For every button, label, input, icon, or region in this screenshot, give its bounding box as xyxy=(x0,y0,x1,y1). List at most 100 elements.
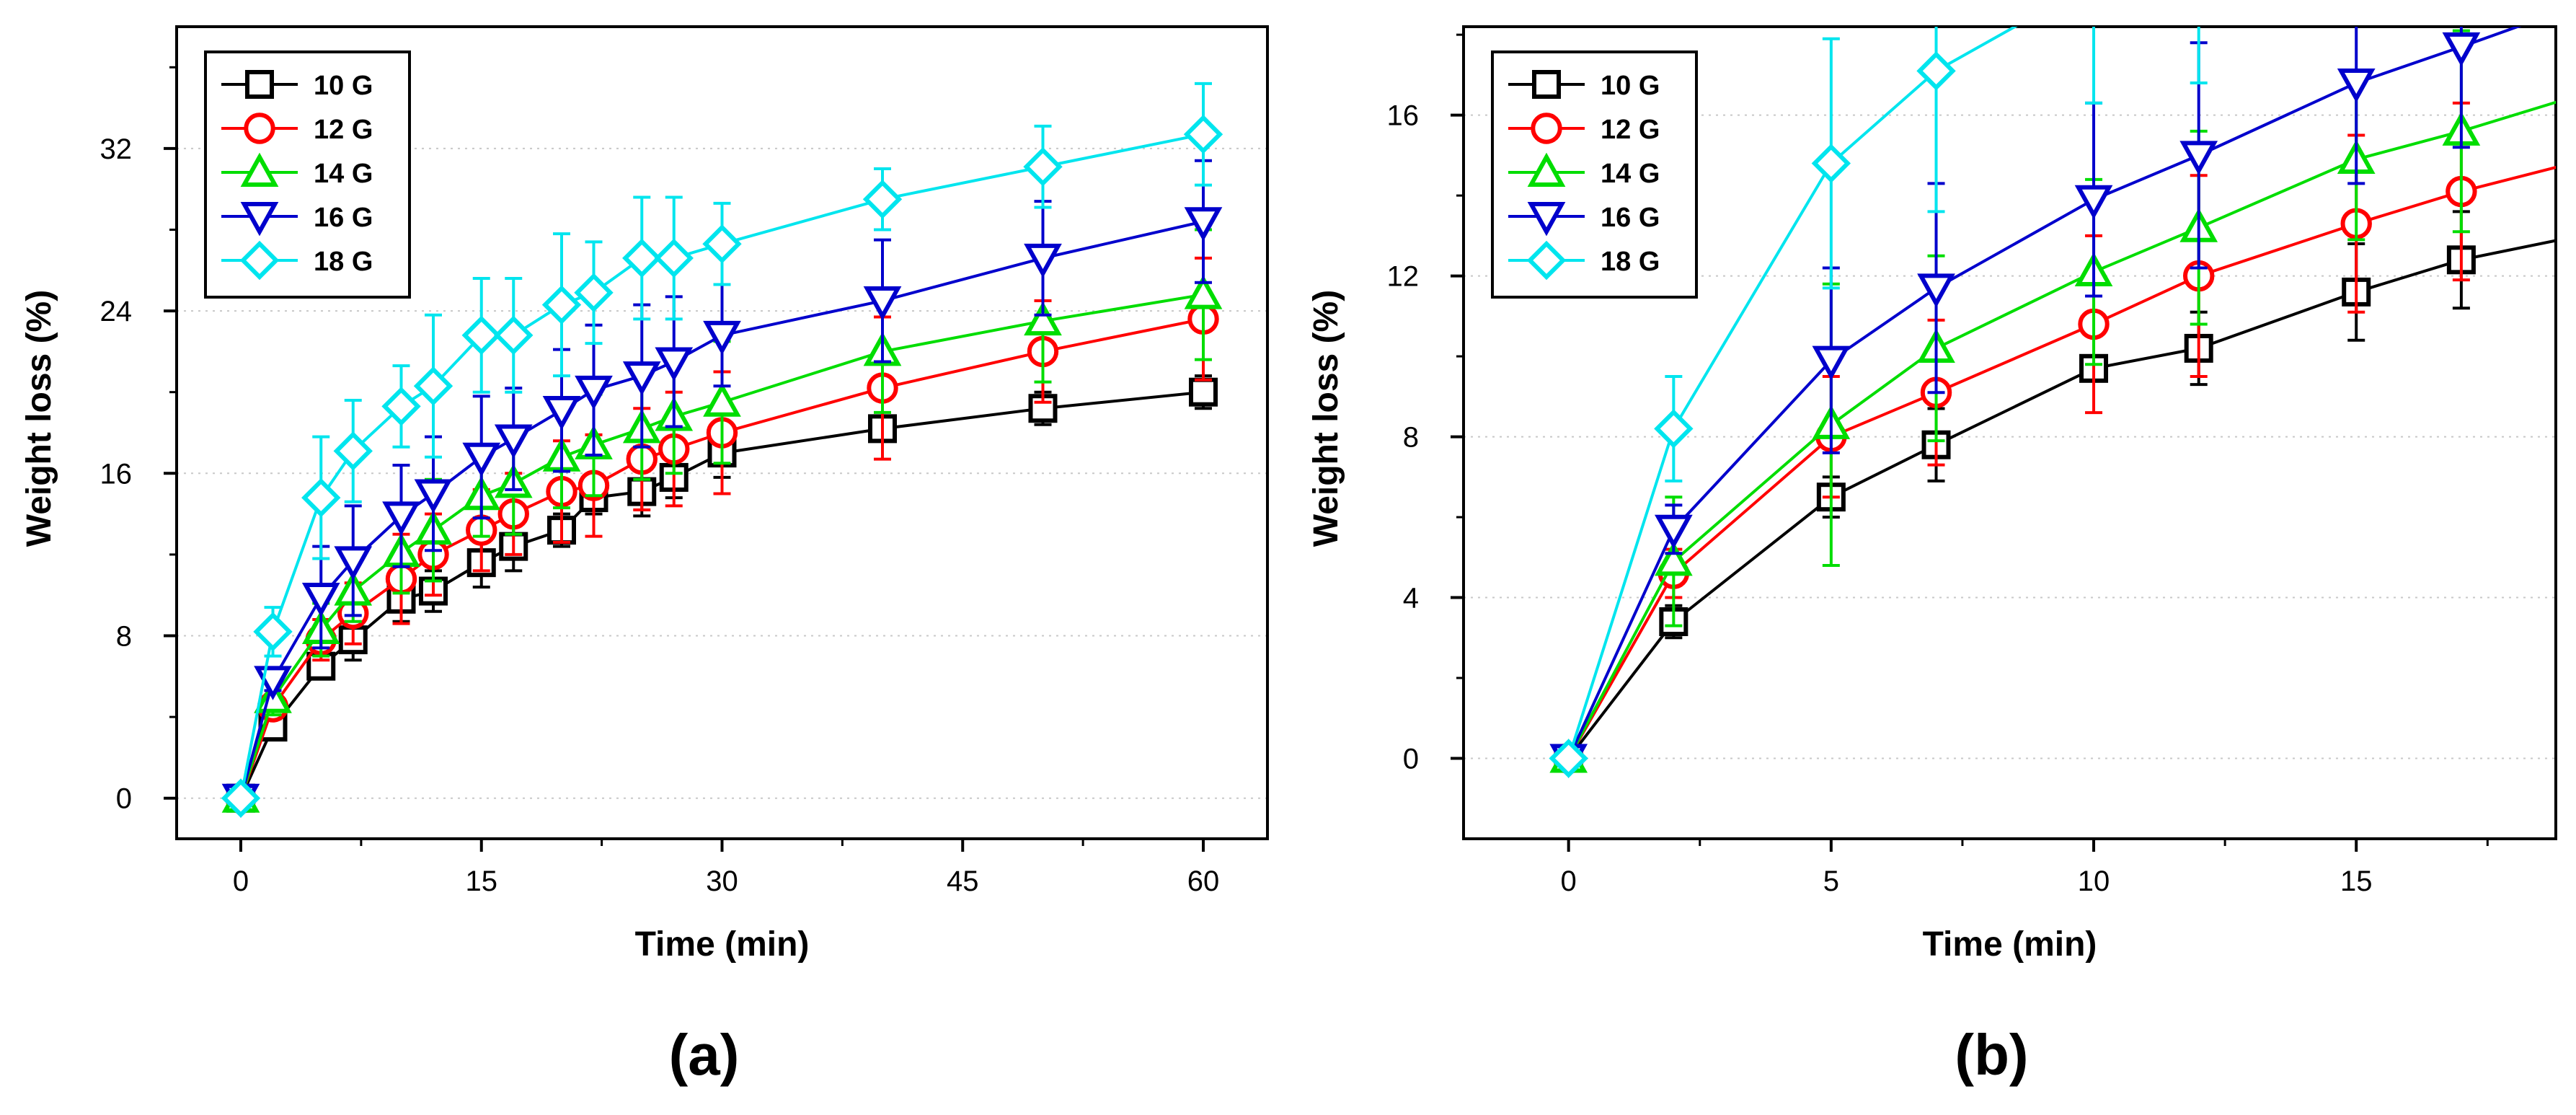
legend-label: 10 G xyxy=(1601,71,1660,101)
y-tick-label: 8 xyxy=(1403,422,1419,454)
legend-label: 10 G xyxy=(314,71,373,101)
data-point xyxy=(2179,141,2218,175)
y-tick-label: 12 xyxy=(1387,261,1420,293)
series-line xyxy=(1567,27,2018,759)
data-point xyxy=(1916,51,1956,91)
y-tick-label: 32 xyxy=(100,133,133,165)
y-axis-title: Weight loss (%) xyxy=(1307,290,1345,547)
legend-item: 18 G xyxy=(221,240,373,281)
legend-label: 16 G xyxy=(1601,203,1660,233)
series-16g xyxy=(1549,27,2522,778)
y-tick-label: 16 xyxy=(1387,100,1420,132)
legend-marker xyxy=(239,240,280,281)
series-line xyxy=(239,133,1204,799)
data-point xyxy=(381,387,421,426)
data-point xyxy=(382,501,420,536)
data-point xyxy=(1654,409,1694,449)
legend-marker xyxy=(1527,152,1566,187)
legend-label: 12 G xyxy=(314,115,373,145)
series-line xyxy=(1567,100,2556,759)
data-point xyxy=(1189,377,1218,407)
chart-panel-b: 0 5 10 15 0 4 8 12 16 Time (min) Weight loss (%) (b… xyxy=(1307,25,2557,1087)
legend-marker xyxy=(1526,240,1567,281)
legend-marker xyxy=(244,113,275,144)
series-18g xyxy=(221,81,1223,818)
legend-item: 18 G xyxy=(1508,240,1660,281)
data-point xyxy=(1654,514,1693,550)
data-point xyxy=(862,180,903,219)
data-point xyxy=(333,431,373,471)
x-tick-label: 30 xyxy=(706,865,738,897)
legend: 10 G 12 G 14 G 16 G 18 G xyxy=(204,50,411,299)
legend-marker xyxy=(240,152,279,187)
y-axis-ticks: 0 8 16 24 32 xyxy=(100,66,177,815)
series-line xyxy=(1567,166,2556,759)
plot-frame xyxy=(1462,25,2557,840)
legend-marker xyxy=(240,202,279,237)
data-point xyxy=(2074,185,2113,220)
data-point xyxy=(2337,69,2376,103)
x-axis-title: Time (min) xyxy=(1923,925,2097,964)
x-tick-label: 10 xyxy=(2078,865,2110,897)
series-12g xyxy=(1552,101,2556,775)
y-tick-label: 0 xyxy=(116,783,132,815)
data-point xyxy=(863,286,902,321)
data-point xyxy=(702,224,742,264)
data-point xyxy=(703,320,741,356)
data-point xyxy=(494,424,533,459)
data-point xyxy=(1654,541,1693,576)
data-point xyxy=(1184,275,1223,309)
data-point xyxy=(221,778,261,818)
series-line xyxy=(239,220,1204,799)
y-tick-label: 16 xyxy=(100,458,133,490)
data-point xyxy=(1812,345,1851,381)
data-point xyxy=(574,273,614,312)
legend-marker xyxy=(1531,113,1562,144)
data-point xyxy=(1549,739,1588,778)
legend-marker xyxy=(245,70,274,99)
data-point xyxy=(542,396,581,431)
y-axis-title: Weight loss (%) xyxy=(20,290,58,547)
legend-box xyxy=(1491,50,1698,299)
data-point xyxy=(1917,273,1955,308)
legend-item: 12 G xyxy=(221,113,373,145)
legend-label: 16 G xyxy=(314,203,373,233)
data-point xyxy=(413,366,453,406)
data-point xyxy=(622,361,661,396)
y-tick-label: 24 xyxy=(100,296,133,327)
x-tick-label: 5 xyxy=(1823,865,1839,897)
legend-item: 10 G xyxy=(1508,70,1660,101)
x-tick-label: 45 xyxy=(947,865,979,897)
x-tick-label: 15 xyxy=(466,865,498,897)
legend-item: 14 G xyxy=(221,152,373,189)
legend-item: 16 G xyxy=(221,202,373,237)
series-line xyxy=(239,390,1204,799)
legend-label: 14 G xyxy=(314,159,373,189)
x-tick-label: 0 xyxy=(233,865,249,897)
data-point xyxy=(703,382,741,417)
data-point xyxy=(2442,32,2481,67)
y-axis-ticks: 0 4 8 12 16 xyxy=(1387,33,1464,775)
x-tick-label: 15 xyxy=(2340,865,2373,897)
panel-label: (a) xyxy=(669,1023,740,1087)
data-point xyxy=(414,479,453,514)
data-point xyxy=(575,375,613,410)
data-point xyxy=(541,285,582,325)
legend-box xyxy=(204,50,411,299)
data-point xyxy=(1023,147,1063,187)
data-point xyxy=(1811,144,1851,183)
series-line xyxy=(1567,239,2556,759)
x-axis-title: Time (min) xyxy=(635,925,810,964)
series-18g xyxy=(1549,27,2208,778)
data-point xyxy=(253,612,293,652)
chart-panel-a: 0 15 30 45 60 0 8 16 24 32 Time (min) Weight loss (… xyxy=(20,25,1269,1087)
series-16g xyxy=(221,159,1223,819)
legend-item: 12 G xyxy=(1508,113,1660,145)
y-tick-label: 4 xyxy=(1403,583,1419,614)
data-point xyxy=(334,546,373,581)
legend-item: 14 G xyxy=(1508,152,1660,189)
data-point xyxy=(622,238,662,278)
y-tick-label: 8 xyxy=(116,621,132,653)
legend-label: 18 G xyxy=(314,247,373,277)
